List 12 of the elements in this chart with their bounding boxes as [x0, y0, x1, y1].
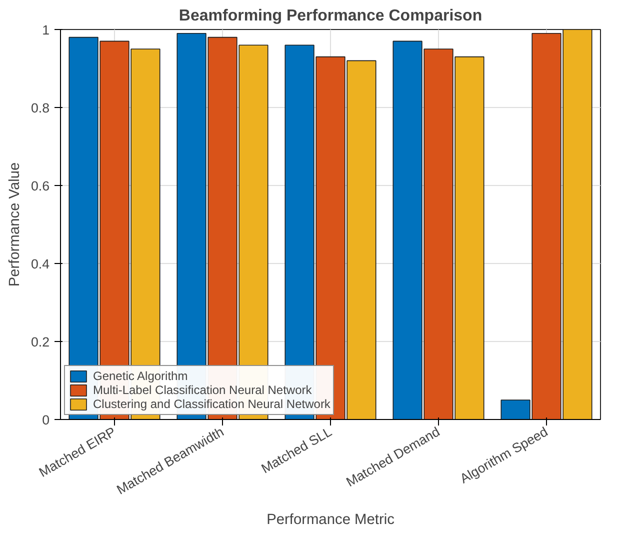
y-tick-label: 0.2: [30, 334, 50, 350]
y-tick-label: 0.4: [30, 256, 50, 272]
y-tick-label: 0.8: [30, 100, 50, 116]
legend-label: Multi-Label Classification Neural Network: [93, 383, 312, 397]
x-axis-title: Performance Metric: [266, 512, 394, 528]
y-tick-label: 1: [42, 22, 50, 38]
y-tick-label: 0.6: [30, 178, 50, 194]
chart-title: Beamforming Performance Comparison: [178, 8, 482, 24]
legend-label: Clustering and Classification Neural Network: [93, 397, 330, 411]
y-axis-title: Performance Value: [6, 162, 23, 287]
legend-label: Genetic Algorithm: [93, 369, 188, 383]
y-tick-label: 0: [42, 412, 50, 428]
